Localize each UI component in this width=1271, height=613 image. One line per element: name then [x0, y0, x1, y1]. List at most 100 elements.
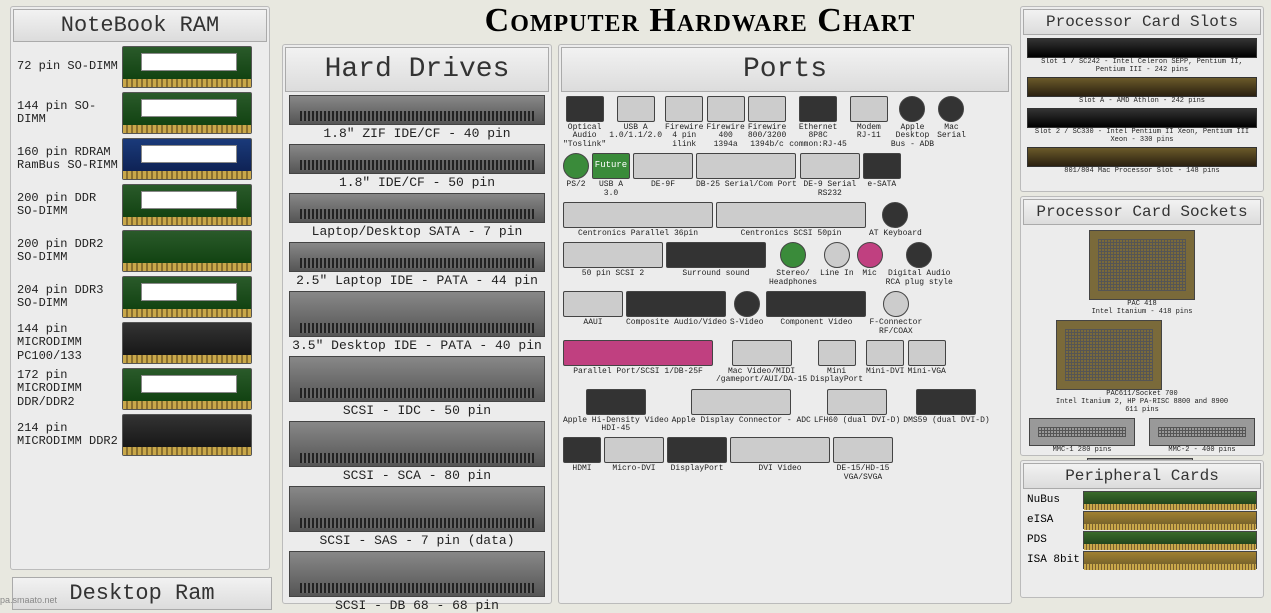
ram-stick-icon [122, 276, 252, 318]
port-icon [667, 437, 727, 463]
page-title: Computer Hardware Chart [380, 2, 1020, 40]
socket-icon [1089, 230, 1195, 300]
port-item: Composite Audio/Video [626, 291, 727, 336]
port-item: DMS59 (dual DVI-D) [903, 389, 989, 434]
port-label: e-SATA [867, 181, 896, 189]
port-label: Mic [862, 270, 876, 278]
port-row: Parallel Port/SCSI 1/DB-25FMac Video/MID… [559, 338, 1011, 387]
port-item: Apple Display Connector - ADC [672, 389, 811, 434]
processor-sockets-title: Processor Card Sockets [1023, 199, 1261, 225]
port-label: DE-15/HD-15VGA/SVGA [837, 465, 890, 482]
peripheral-label: NuBus [1027, 494, 1083, 506]
ram-row: 200 pin DDR2 SO-DIMM [17, 230, 263, 272]
port-item: Digital AudioRCA plug style [886, 242, 953, 287]
port-icon [563, 202, 713, 228]
ram-stick-icon [122, 368, 252, 410]
socket-item: PAC611/Socket 700Intel Itanium 2, HP PA-… [1056, 320, 1228, 414]
port-item: Future USB A3.0 [592, 153, 630, 198]
port-row: PS/2FutureUSB A3.0DE-9FDB-25 Serial/Com … [559, 151, 1011, 200]
port-item: Mac Video/MIDI/gameport/AUI/DA-15 [716, 340, 807, 385]
ram-row: 72 pin SO-DIMM [17, 46, 263, 88]
port-label: Mini-VGA [907, 368, 945, 376]
port-item: USB A1.0/1.1/2.0 [609, 96, 662, 149]
port-icon [882, 202, 908, 228]
port-label: Composite Audio/Video [626, 319, 727, 327]
peripheral-label: ISA 8bit [1027, 554, 1083, 566]
ports-panel: Ports OpticalAudio"Toslink"USB A1.0/1.1/… [558, 44, 1012, 604]
hdd-connector-icon [289, 291, 545, 337]
port-icon [716, 202, 866, 228]
port-item: ModemRJ-11 [850, 96, 888, 149]
socket-item: MMC-1 280 pins [1029, 418, 1135, 454]
hdd-label: SCSI - SAS - 7 pin (data) [289, 533, 545, 548]
port-icon [696, 153, 796, 179]
port-label: AAUI [583, 319, 602, 327]
hdd-label: 3.5" Desktop IDE - PATA - 40 pin [289, 338, 545, 353]
slot-row: Slot A - AMD Athlon - 242 pins [1027, 77, 1257, 105]
port-icon [908, 340, 946, 366]
port-item: Centronics Parallel 36pin [563, 202, 713, 238]
port-icon [563, 291, 623, 317]
socket-label: MMC-2 - 400 pins [1149, 446, 1255, 454]
ram-row: 200 pin DDR SO-DIMM [17, 184, 263, 226]
port-icon [916, 389, 976, 415]
port-icon [800, 153, 860, 179]
port-icon [604, 437, 664, 463]
ram-label: 144 pin MICRODIMM PC100/133 [17, 323, 122, 363]
port-label: Component Video [780, 319, 852, 327]
slot-label: Slot 1 / SC242 - Intel Celeron SEPP, Pen… [1027, 58, 1257, 74]
port-icon [850, 96, 888, 122]
hdd-connector-icon [289, 144, 545, 174]
port-label: 50 pin SCSI 2 [582, 270, 644, 278]
ram-label: 204 pin DDR3 SO-DIMM [17, 284, 122, 310]
port-icon [824, 242, 850, 268]
port-icon [633, 153, 693, 179]
hdd-row: 1.8" IDE/CF - 50 pin [289, 144, 545, 190]
socket-item: PAC 418Intel Itanium - 418 pins [1089, 230, 1195, 316]
slot-icon [1027, 147, 1257, 167]
port-row: Apple Hi-Density VideoHDI-45Apple Displa… [559, 387, 1011, 436]
port-icon [617, 96, 655, 122]
port-label: S-Video [730, 319, 764, 327]
port-icon [780, 242, 806, 268]
port-icon [866, 340, 904, 366]
port-label: USB A3.0 [599, 181, 623, 198]
socket-item: MMC-2 - 400 pins [1149, 418, 1255, 454]
port-label: Apple Display Connector - ADC [672, 417, 811, 425]
port-item: Parallel Port/SCSI 1/DB-25F [563, 340, 713, 385]
hdd-row: SCSI - DB 68 - 68 pin [289, 551, 545, 613]
port-icon [818, 340, 856, 366]
port-label: Ethernet8P8Ccommon:RJ-45 [789, 124, 847, 149]
port-label: Apple Hi-Density VideoHDI-45 [563, 417, 669, 434]
ram-stick-icon [122, 322, 252, 364]
peripheral-row: ISA 8bit [1027, 551, 1257, 569]
ram-stick-icon [122, 414, 252, 456]
port-label: Centronics SCSI 50pin [741, 230, 842, 238]
port-label: OpticalAudio"Toslink" [563, 124, 606, 149]
port-label: Stereo/Headphones [769, 270, 817, 287]
ports-title: Ports [561, 47, 1009, 92]
port-icon [748, 96, 786, 122]
port-label: DB-25 Serial/Com Port [696, 181, 797, 189]
port-icon [563, 340, 713, 366]
port-item: DE-9 SerialRS232 [800, 153, 860, 198]
port-item: PS/2 [563, 153, 589, 198]
hdd-connector-icon [289, 242, 545, 272]
ram-stick-icon [122, 230, 252, 272]
footer-text: pa.smaato.net [0, 595, 57, 605]
socket-icon [1056, 320, 1162, 390]
port-label: LFH60 (dual DVI-D) [814, 417, 900, 425]
ram-stick-icon [122, 138, 252, 180]
peripheral-cards-panel: Peripheral Cards NuBuseISAPDSISA 8bit [1020, 460, 1264, 598]
port-label: USB A1.0/1.1/2.0 [609, 124, 662, 141]
port-icon [906, 242, 932, 268]
port-row: Centronics Parallel 36pin Centronics SCSI… [559, 200, 1011, 240]
port-icon [730, 437, 830, 463]
ram-row: 204 pin DDR3 SO-DIMM [17, 276, 263, 318]
port-label: DE-9 SerialRS232 [803, 181, 856, 198]
hdd-row: Laptop/Desktop SATA - 7 pin [289, 193, 545, 239]
port-icon [734, 291, 760, 317]
port-label: Line In [820, 270, 854, 278]
port-icon: Future [592, 153, 630, 179]
ram-label: 144 pin SO-DIMM [17, 100, 122, 126]
